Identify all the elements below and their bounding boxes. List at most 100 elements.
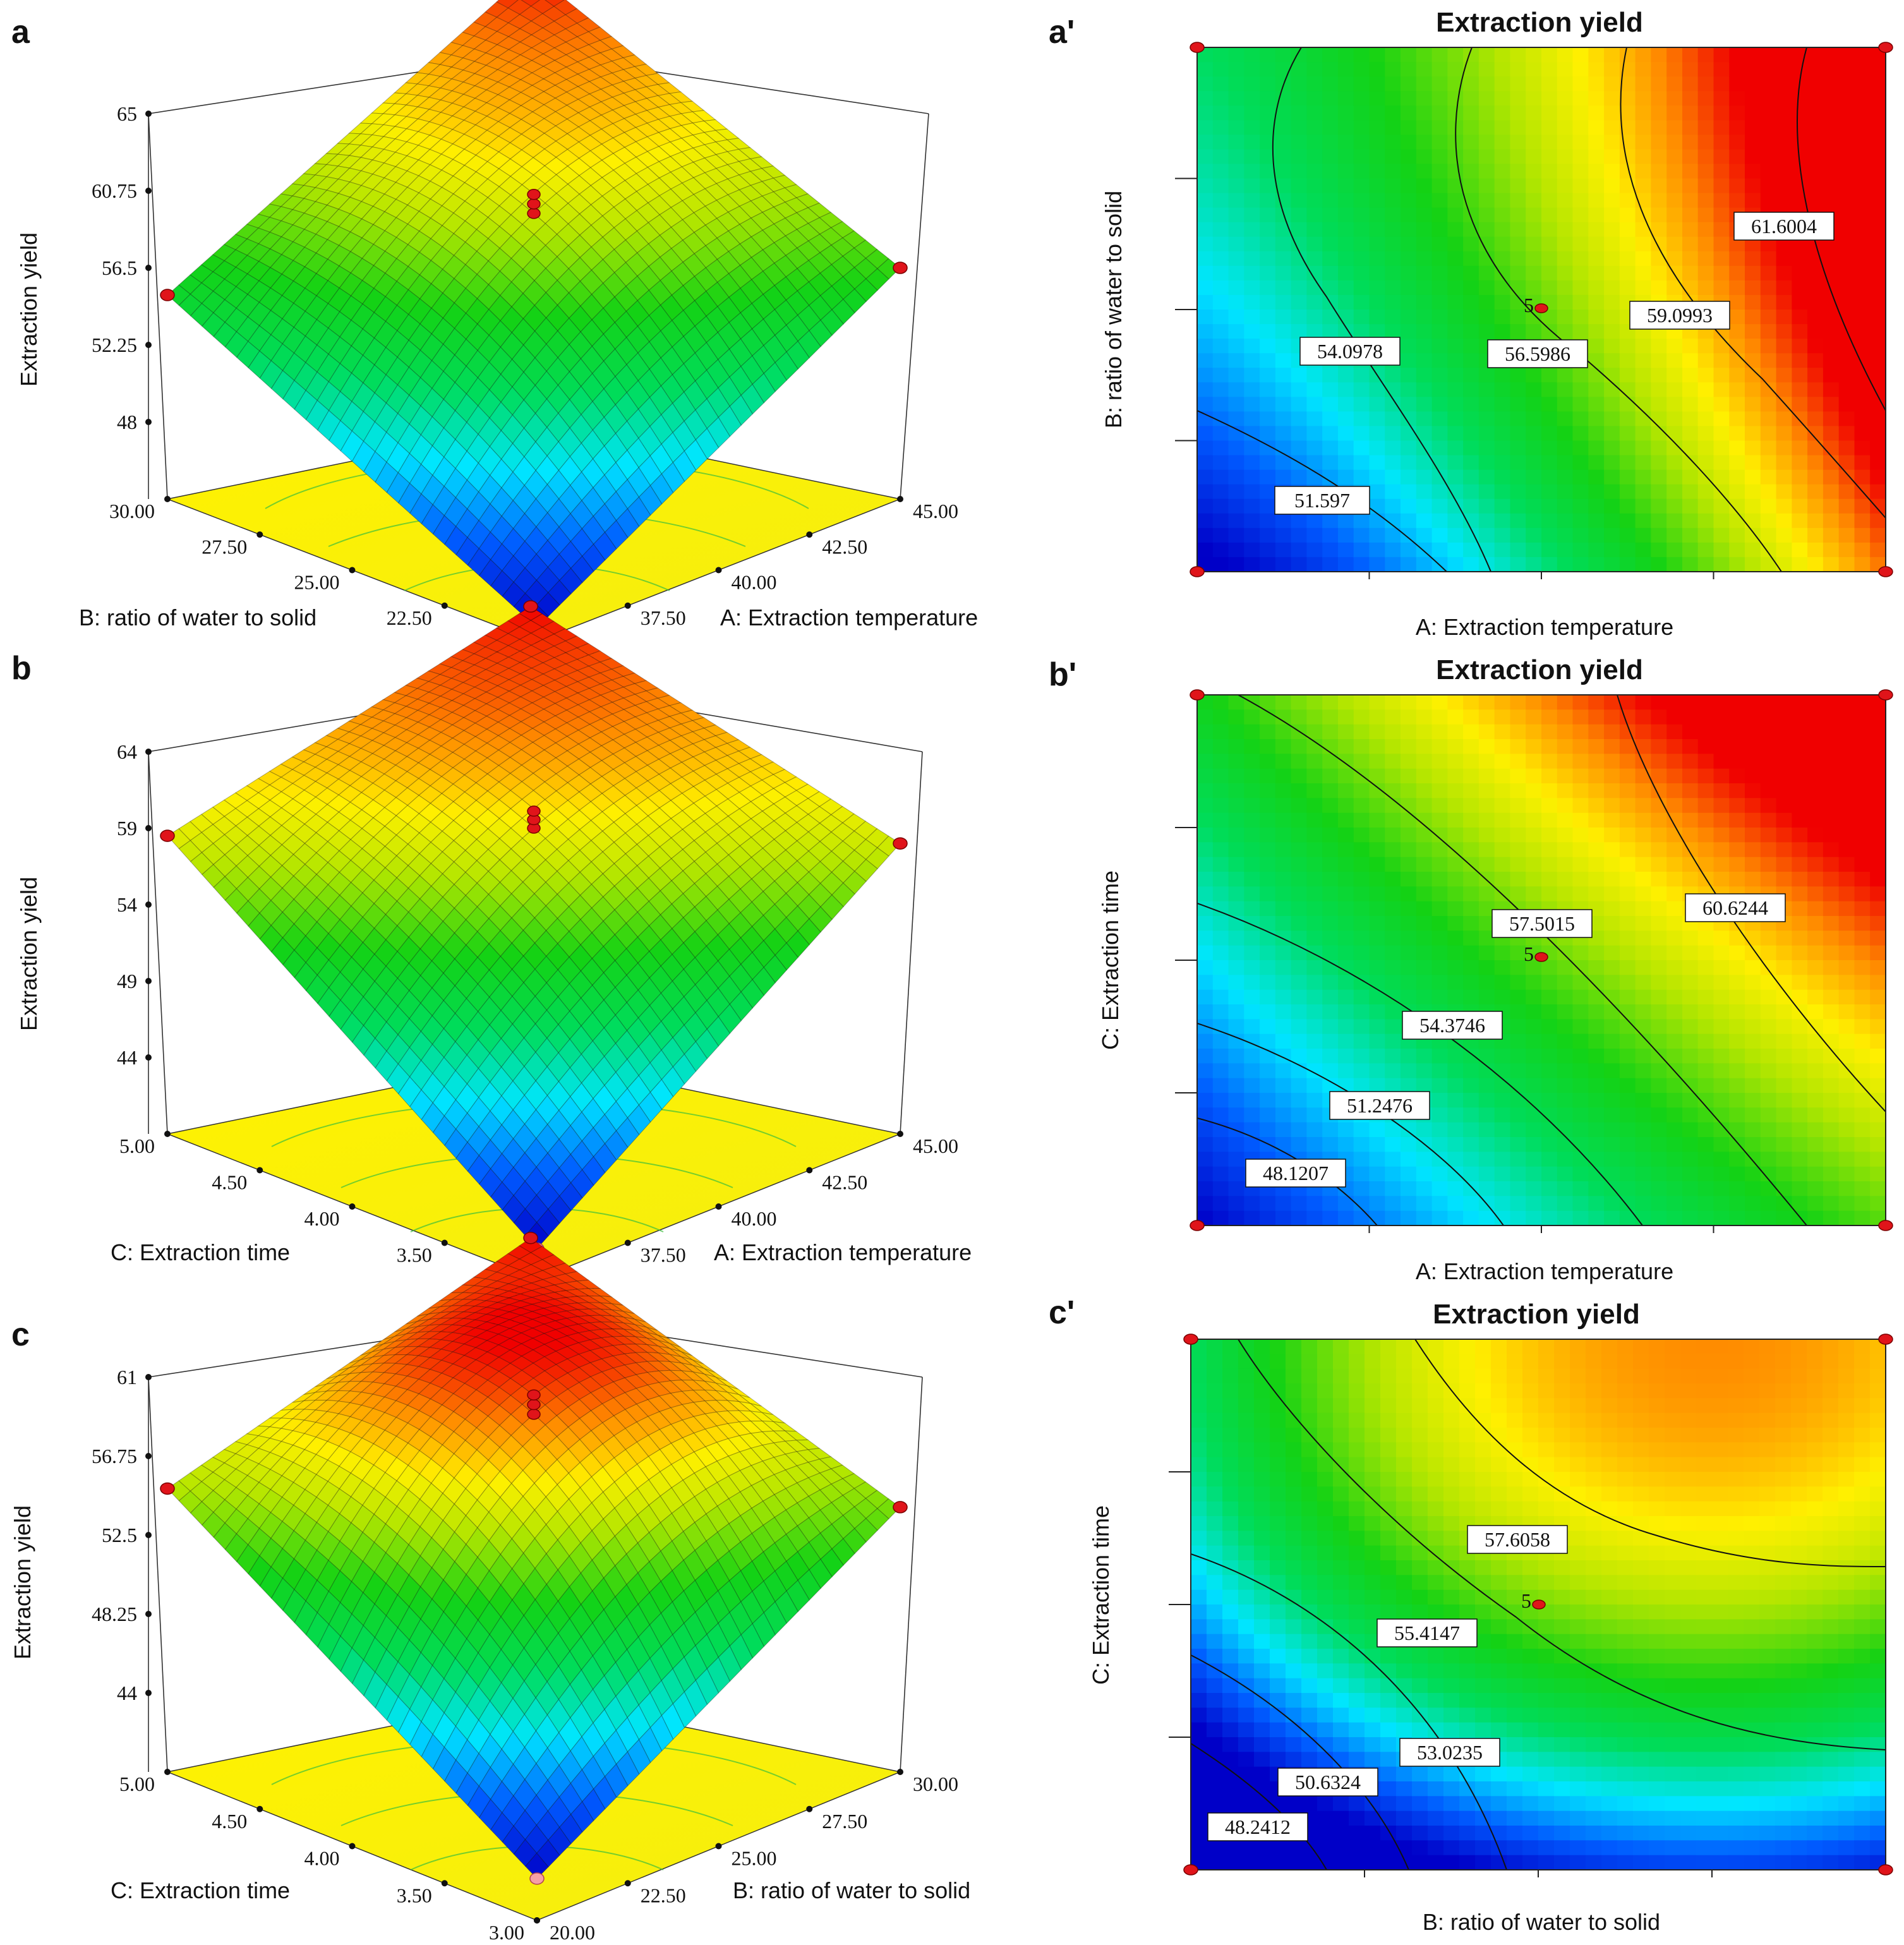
heatmap-cell [1604,105,1620,121]
heatmap-cell [1306,135,1323,150]
heatmap-cell [1572,76,1589,92]
heatmap-cell [1588,469,1605,485]
heatmap-cell [1369,236,1386,252]
heatmap-cell [1369,411,1386,427]
heatmap-cell [1212,916,1229,932]
heatmap-cell [1729,353,1746,369]
heatmap-cell [1572,62,1589,78]
heatmap-cell [1494,280,1511,296]
heatmap-cell [1838,411,1855,427]
heatmap-cell [1353,149,1370,165]
heatmap-cell [1197,149,1214,165]
heatmap-cell [1244,1063,1261,1079]
x-tick-mark [624,1880,631,1887]
corner-design-point [1878,42,1893,53]
heatmap-cell [1666,527,1683,543]
heatmap-cell [1854,105,1871,121]
heatmap-cell [1572,426,1589,442]
heatmap-cell [1760,368,1777,383]
z-tick-mark [145,1690,152,1696]
heatmap-cell [1870,207,1886,223]
heatmap-cell [1416,368,1433,383]
heatmap-cell [1228,857,1245,872]
heatmap-cell [1463,513,1479,529]
heatmap-cell [1197,353,1214,369]
heatmap-cell [1353,120,1370,136]
heatmap-cell [1244,47,1261,63]
heatmap-cell [1604,440,1620,456]
heatmap-cell [1369,455,1386,471]
heatmap-cell [1526,193,1542,208]
heatmap-cell [1572,178,1589,194]
heatmap-cell [1697,397,1714,412]
heatmap-cell [1651,527,1668,543]
heatmap-cell [1745,484,1761,500]
heatmap-cell [1369,91,1386,107]
heatmap-cell [1431,542,1449,558]
heatmap-cell [1760,440,1777,456]
heatmap-cell [1212,353,1229,369]
heatmap-cell [1228,91,1245,107]
heatmap-cell [1228,872,1245,888]
heatmap-cell [1870,164,1886,179]
heatmap-cell [1338,397,1354,412]
heatmap-cell [1447,368,1464,383]
heatmap-cell [1557,324,1574,340]
heatmap-cell [1478,149,1495,165]
heatmap-cell [1478,397,1495,412]
heatmap-cell [1838,368,1855,383]
heatmap-cell [1228,1093,1245,1109]
heatmap-cell [1854,310,1871,325]
heatmap-cell [1697,382,1714,398]
heatmap-cell [1588,411,1605,427]
heatmap-cell [1807,193,1824,208]
heatmap-cell [1212,886,1229,902]
heatmap-cell [1197,120,1214,136]
heatmap-cell [1212,695,1229,711]
heatmap-cell [1588,265,1605,281]
heatmap-cell [1635,62,1652,78]
heatmap-cell [1385,280,1402,296]
heatmap-cell [1197,930,1214,946]
heatmap-cell [1431,353,1449,369]
heatmap-cell [1197,828,1214,843]
heatmap-cell [1212,149,1229,165]
heatmap-cell [1776,557,1793,572]
heatmap-cell [1244,440,1261,456]
contour-label: 61.6004 [1751,215,1817,238]
heatmap-cell [1760,91,1777,107]
heatmap-cell [1619,368,1636,383]
heatmap-cell [1588,294,1605,310]
heatmap-cell [1463,397,1479,412]
heatmap-cell [1212,426,1229,442]
heatmap-cell [1228,76,1245,92]
heatmap-cell [1431,484,1449,500]
heatmap-cell [1697,76,1714,92]
heatmap-cell [1447,222,1464,238]
heatmap-cell [1212,542,1229,558]
heatmap-cell [1447,426,1464,442]
heatmap-cell [1322,193,1339,208]
heatmap-cell [1260,251,1276,267]
heatmap-cell [1197,768,1214,784]
heatmap-cell [1604,339,1620,354]
surface-cell [440,115,465,130]
heatmap-cell [1541,411,1558,427]
heatmap-cell [1572,382,1589,398]
heatmap-cell [1401,105,1417,121]
heatmap-cell [1478,484,1495,500]
heatmap-cell [1572,469,1589,485]
x-tick-label: 45.00 [913,500,958,522]
heatmap-cell [1385,120,1402,136]
heatmap-cell [1197,739,1214,755]
heatmap-cell [1212,105,1229,121]
y-tick-label: 25.00 [294,571,340,594]
heatmap-cell [1401,339,1417,354]
heatmap-cell [1604,513,1620,529]
panel-label-a-prime: a' [1049,14,1075,51]
heatmap-cell [1197,222,1214,238]
heatmap-cell [1275,411,1292,427]
heatmap-cell [1823,557,1840,572]
